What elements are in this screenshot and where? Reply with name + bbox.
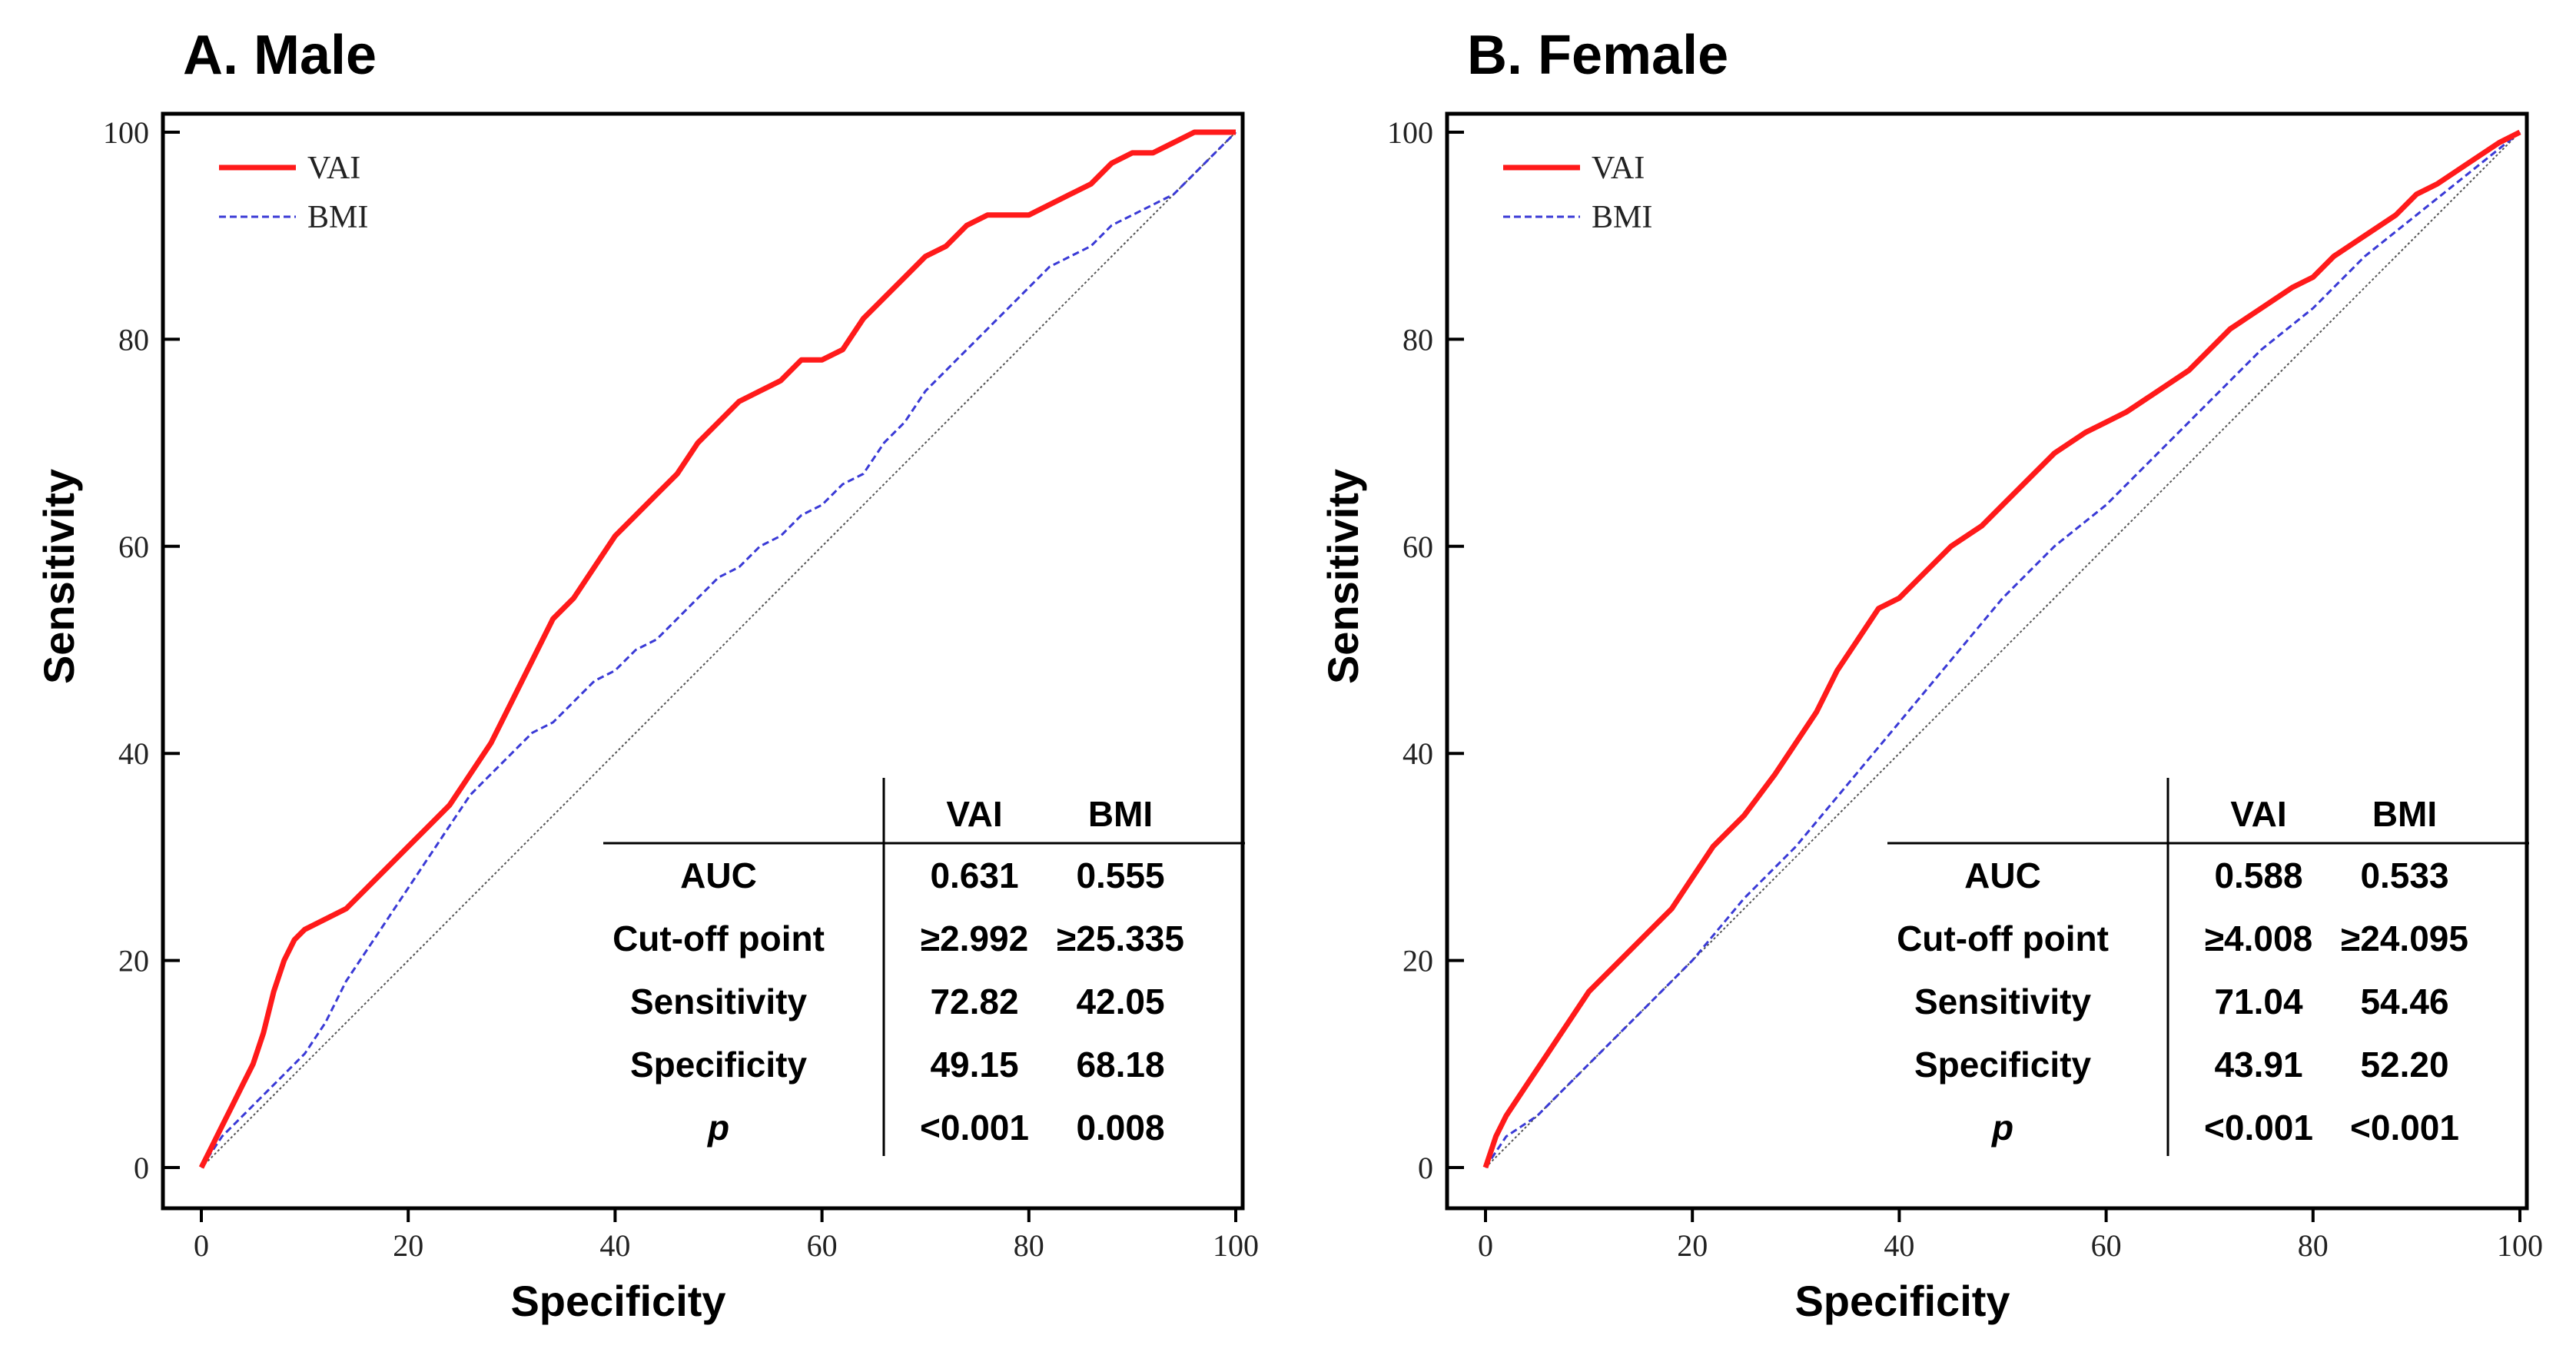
table-cell-vai: <0.001	[920, 1108, 1029, 1148]
legend-label-vai: VAI	[1592, 151, 1645, 186]
x-tick-label: 40	[1884, 1228, 1914, 1263]
x-tick-label: 80	[1014, 1228, 1044, 1263]
x-tick-label: 100	[1213, 1228, 1259, 1263]
table-cell-vai: 71.04	[2214, 982, 2303, 1021]
table-cell-vai: 0.631	[930, 855, 1018, 895]
y-tick-label: 0	[1418, 1151, 1433, 1185]
table-row-label: p	[706, 1108, 729, 1148]
x-tick-label: 40	[599, 1228, 630, 1263]
y-tick-label: 20	[118, 944, 149, 978]
x-tick-label: 60	[2091, 1228, 2122, 1263]
table-header-vai: VAI	[946, 794, 1002, 834]
x-tick-label: 0	[1478, 1228, 1493, 1263]
table-cell-vai: ≥4.008	[2205, 918, 2312, 958]
table-cell-bmi: 42.05	[1076, 982, 1164, 1021]
series-line-bmi	[1484, 131, 2521, 1168]
table-row-label: Specificity	[1914, 1045, 2092, 1085]
series-line-vai	[198, 129, 1236, 1169]
table-cell-bmi: 52.20	[2360, 1045, 2448, 1085]
panel-title: B. Female	[1467, 25, 1728, 86]
table-cell-bmi: 54.46	[2360, 982, 2448, 1021]
table-cell-bmi: ≥24.095	[2341, 918, 2468, 958]
panel-title: A. Male	[183, 25, 377, 86]
y-tick-label: 40	[118, 736, 149, 771]
table-cell-bmi: 0.008	[1076, 1108, 1164, 1148]
series-line-bmi	[200, 131, 1237, 1168]
y-tick-label: 80	[1403, 322, 1433, 357]
table-header-vai: VAI	[2230, 794, 2286, 834]
y-tick-label: 0	[134, 1151, 149, 1185]
table-cell-vai: ≥2.992	[921, 918, 1028, 958]
table-row-label: Cut-off point	[1897, 918, 2109, 958]
table-row-label: Sensitivity	[630, 982, 808, 1021]
y-tick-label: 60	[1403, 530, 1433, 564]
table-row-label: p	[1990, 1108, 2013, 1148]
y-tick-label: 100	[103, 115, 149, 150]
y-axis-title: Sensitivity	[1319, 469, 1367, 684]
table-cell-vai: 0.588	[2214, 855, 2302, 895]
x-tick-label: 20	[1677, 1228, 1708, 1263]
table-row-label: AUC	[680, 855, 757, 895]
table-cell-bmi: 0.533	[2360, 855, 2448, 895]
plot-frame	[1445, 111, 2529, 1211]
y-tick-label: 100	[1387, 115, 1433, 150]
y-tick-label: 20	[1403, 944, 1433, 978]
table-row-label: Specificity	[630, 1045, 808, 1085]
x-tick-label: 60	[807, 1228, 838, 1263]
table-cell-vai: 43.91	[2214, 1045, 2302, 1085]
panel-female: B. Female 0 20 40 60 80 100 0 20 40 60 80 100 Specifi…	[1319, 25, 2543, 1325]
table-cell-bmi: 0.555	[1076, 855, 1164, 895]
table-row-label: AUC	[1964, 855, 2041, 895]
x-axis-title: Specificity	[1794, 1277, 2010, 1325]
table-cell-bmi: <0.001	[2350, 1108, 2459, 1148]
reference-diagonal-line	[201, 131, 1237, 1168]
legend-label-bmi: BMI	[307, 200, 368, 235]
series-line-vai	[1482, 129, 2521, 1169]
x-axis-title: Specificity	[510, 1277, 725, 1325]
x-tick-label: 0	[194, 1228, 209, 1263]
y-tick-label: 40	[1403, 736, 1433, 771]
table-row-label: Cut-off point	[612, 918, 825, 958]
table-cell-vai: <0.001	[2204, 1108, 2313, 1148]
table-cell-bmi: ≥25.335	[1057, 918, 1184, 958]
table-cell-bmi: 68.18	[1076, 1045, 1164, 1085]
x-tick-label: 100	[2497, 1228, 2543, 1263]
y-tick-label: 60	[118, 530, 149, 564]
x-tick-label: 80	[2298, 1228, 2329, 1263]
y-axis-title: Sensitivity	[35, 469, 83, 684]
reference-diagonal-line	[1485, 131, 2521, 1168]
table-header-bmi: BMI	[1088, 794, 1153, 834]
legend-label-bmi: BMI	[1592, 200, 1652, 235]
legend-label-vai: VAI	[307, 151, 360, 186]
panel-male: A. Male 0 20 40 60 80 100 0 20 40 60 80 100 Specifici…	[35, 25, 1259, 1325]
x-tick-label: 20	[393, 1228, 423, 1263]
table-row-label: Sensitivity	[1914, 982, 2092, 1021]
table-cell-vai: 72.82	[930, 982, 1018, 1021]
y-tick-label: 80	[118, 322, 149, 357]
table-header-bmi: BMI	[2372, 794, 2437, 834]
plot-frame	[161, 111, 1245, 1211]
table-cell-vai: 49.15	[930, 1045, 1018, 1085]
